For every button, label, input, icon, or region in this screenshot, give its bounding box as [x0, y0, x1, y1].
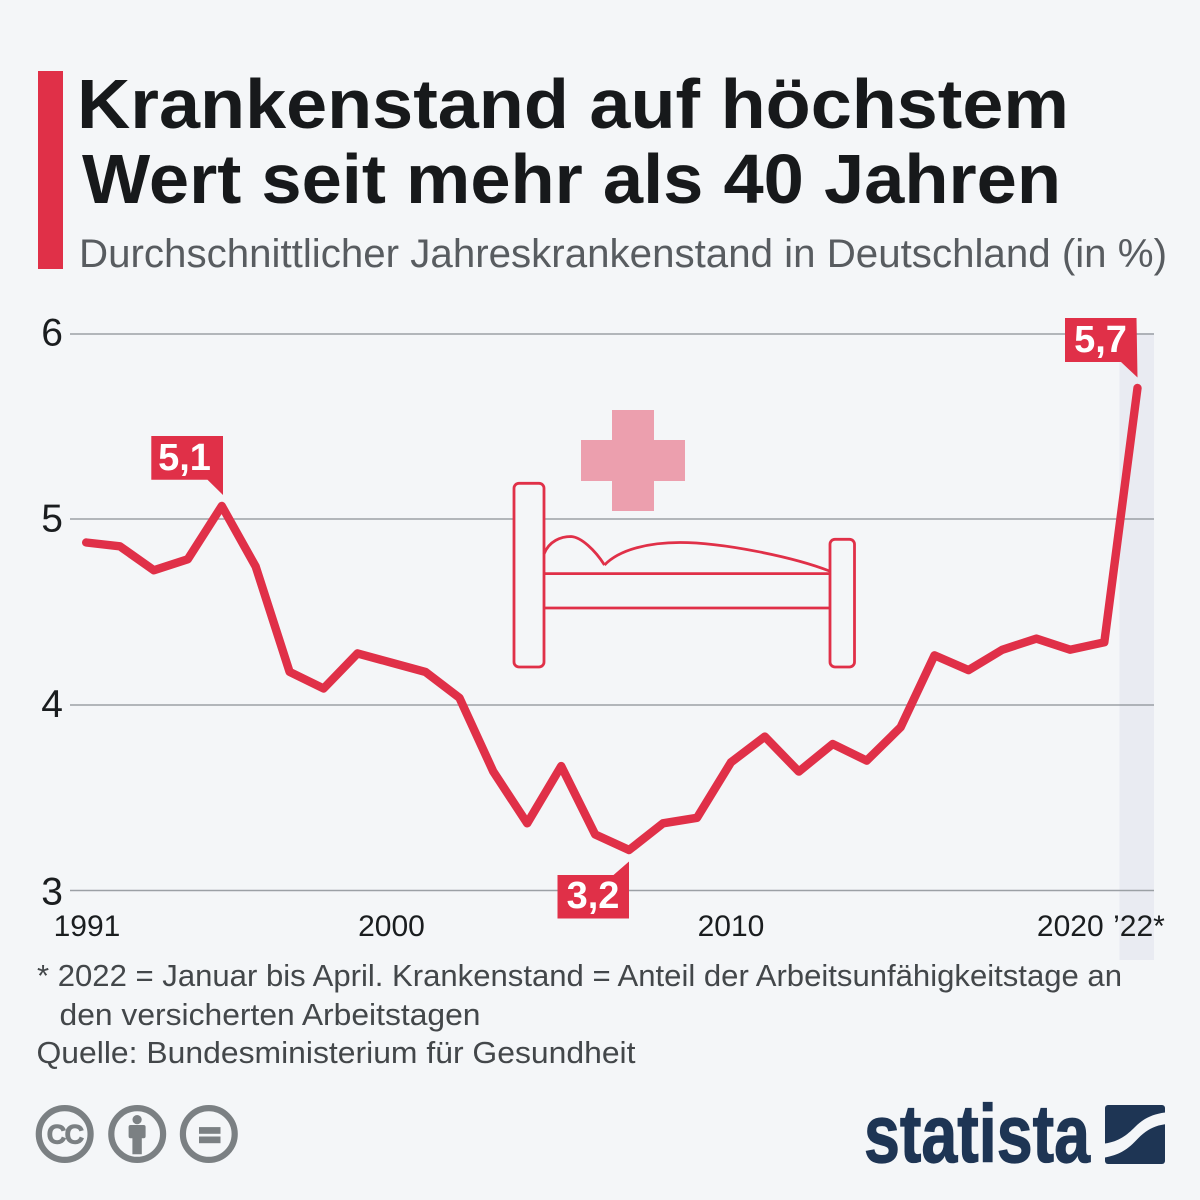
svg-text:5,7: 5,7: [1074, 319, 1127, 361]
svg-text:2010: 2010: [698, 910, 765, 943]
svg-text:1991: 1991: [54, 910, 121, 943]
svg-text:Krankenstand auf höchstem: Krankenstand auf höchstem: [77, 65, 1069, 143]
svg-text:2020: 2020: [1037, 910, 1104, 943]
svg-text:6: 6: [41, 312, 63, 355]
svg-text:* 2022 = Januar bis April. Kra: * 2022 = Januar bis April. Krankenstand …: [37, 958, 1122, 993]
svg-text:3,2: 3,2: [567, 875, 620, 917]
svg-text:4: 4: [41, 683, 63, 726]
svg-text:5: 5: [41, 498, 63, 541]
svg-text:den versicherten Arbeitstagen: den versicherten Arbeitstagen: [60, 997, 481, 1032]
svg-text:CC: CC: [47, 1120, 84, 1150]
svg-text:5,1: 5,1: [158, 437, 211, 479]
svg-text:’22*: ’22*: [1113, 910, 1165, 943]
svg-text:Quelle: Bundesministerium für: Quelle: Bundesministerium für Gesundheit: [37, 1035, 636, 1070]
svg-text:Wert seit mehr als 40 Jahren: Wert seit mehr als 40 Jahren: [82, 140, 1061, 218]
svg-text:2000: 2000: [358, 910, 425, 943]
svg-text:statista: statista: [864, 1089, 1091, 1180]
svg-text:Durchschnittlicher Jahreskrank: Durchschnittlicher Jahreskrankenstand in…: [79, 232, 1167, 276]
svg-text:3: 3: [41, 871, 63, 914]
